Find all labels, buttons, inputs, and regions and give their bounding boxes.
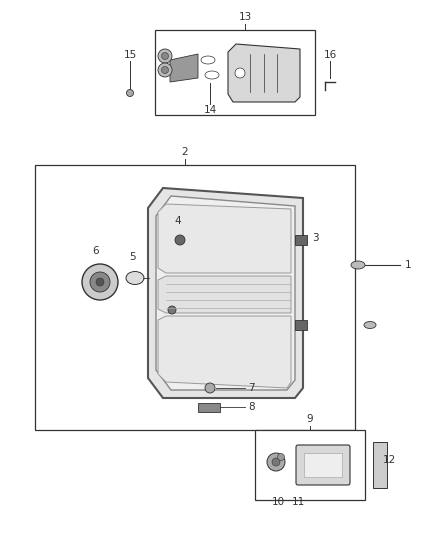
Polygon shape bbox=[156, 196, 295, 390]
Circle shape bbox=[127, 90, 134, 96]
Bar bbox=[155, 30, 315, 115]
Text: 12: 12 bbox=[383, 455, 396, 465]
Circle shape bbox=[168, 306, 176, 314]
Text: 15: 15 bbox=[124, 50, 137, 60]
Bar bbox=[295, 235, 307, 245]
Text: 10: 10 bbox=[272, 497, 285, 507]
Circle shape bbox=[272, 458, 280, 466]
Bar bbox=[35, 165, 355, 430]
Text: 13: 13 bbox=[238, 12, 251, 22]
Text: 8: 8 bbox=[248, 402, 254, 412]
Circle shape bbox=[235, 68, 245, 78]
Text: 6: 6 bbox=[93, 246, 99, 256]
Ellipse shape bbox=[201, 56, 215, 64]
Bar bbox=[198, 403, 220, 412]
Text: 2: 2 bbox=[182, 147, 188, 157]
Text: 1: 1 bbox=[405, 260, 412, 270]
Bar bbox=[255, 430, 365, 500]
Circle shape bbox=[162, 52, 169, 60]
Ellipse shape bbox=[126, 271, 144, 285]
Circle shape bbox=[158, 49, 172, 63]
Circle shape bbox=[162, 67, 169, 74]
Circle shape bbox=[205, 383, 215, 393]
Ellipse shape bbox=[351, 261, 365, 269]
Bar bbox=[304, 453, 342, 477]
Text: 14: 14 bbox=[203, 105, 217, 115]
Text: 4: 4 bbox=[175, 216, 181, 226]
Text: 11: 11 bbox=[291, 497, 304, 507]
Bar bbox=[295, 320, 307, 330]
Ellipse shape bbox=[364, 321, 376, 328]
Text: 3: 3 bbox=[312, 233, 318, 243]
Polygon shape bbox=[148, 188, 303, 398]
Polygon shape bbox=[170, 54, 198, 82]
Polygon shape bbox=[158, 204, 291, 273]
Text: 9: 9 bbox=[307, 414, 313, 424]
Text: 7: 7 bbox=[248, 383, 254, 393]
Polygon shape bbox=[158, 316, 291, 388]
FancyBboxPatch shape bbox=[296, 445, 350, 485]
Circle shape bbox=[278, 454, 285, 461]
Ellipse shape bbox=[205, 71, 219, 79]
Circle shape bbox=[90, 272, 110, 292]
Polygon shape bbox=[158, 276, 291, 313]
Circle shape bbox=[267, 453, 285, 471]
Circle shape bbox=[175, 235, 185, 245]
Bar bbox=[373, 442, 387, 488]
Circle shape bbox=[82, 264, 118, 300]
Circle shape bbox=[96, 278, 104, 286]
Text: 16: 16 bbox=[323, 50, 337, 60]
Polygon shape bbox=[228, 44, 300, 102]
Text: 5: 5 bbox=[130, 252, 136, 262]
Circle shape bbox=[158, 63, 172, 77]
